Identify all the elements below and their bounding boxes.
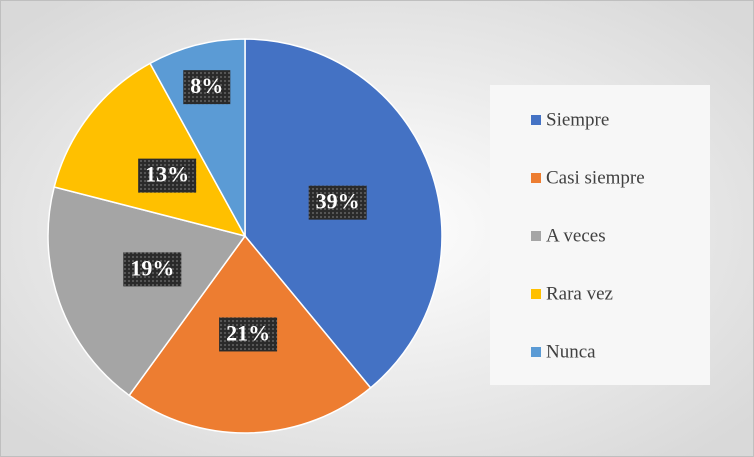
- legend-box: [490, 85, 710, 385]
- legend-swatch: [531, 115, 541, 125]
- data-label-box: [123, 252, 182, 287]
- data-label-box: [183, 70, 231, 105]
- data-label-box: [219, 317, 278, 352]
- legend-swatch: [531, 289, 541, 299]
- legend-label: Siempre: [546, 109, 609, 130]
- data-label-box: [308, 185, 367, 220]
- legend-label: Rara vez: [546, 283, 613, 304]
- pie-slice: [53, 62, 247, 238]
- data-label: 8%: [190, 73, 223, 98]
- data-label: 13%: [145, 162, 189, 187]
- data-label: 39%: [316, 189, 360, 214]
- legend-label: Casi siempre: [546, 167, 645, 188]
- pie-slice: [47, 186, 247, 397]
- legend-swatch: [531, 173, 541, 183]
- legend-swatch: [531, 347, 541, 357]
- legend-label: A veces: [546, 225, 606, 246]
- legend-label: Nunca: [546, 341, 596, 362]
- legend-swatch: [531, 231, 541, 241]
- data-label: 21%: [226, 320, 270, 345]
- data-label: 19%: [130, 255, 174, 280]
- data-label-box: [138, 158, 197, 193]
